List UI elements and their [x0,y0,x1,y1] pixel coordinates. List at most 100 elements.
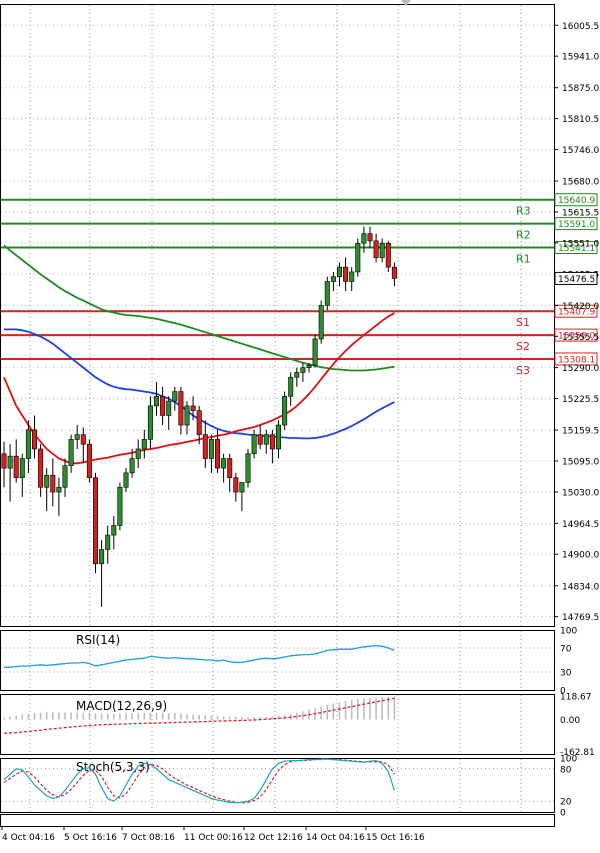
candle-bull [62,465,68,488]
level-price-label: 15308.1 [558,355,595,365]
level-price-label: 15358.0 [558,332,595,342]
candle-bull [251,434,257,455]
macd-title: MACD(12,26,9) [76,699,167,713]
time-tick-label: 14 Oct 04:16 [306,833,365,843]
level-name-s2: S2 [516,340,530,353]
price-tick-label: 15810.5 [562,115,599,125]
candle-bull [300,367,306,373]
candle-bear [160,396,166,416]
last-price-box [554,271,598,285]
candle-bull [172,391,178,402]
price-tick-label: 15225.5 [562,395,599,405]
stoch-tick-label: 20 [560,798,572,808]
shift-marker-icon [401,0,411,6]
rsi-tick-label: 0 [560,687,566,697]
candle-bull [245,453,251,483]
level-price-box [554,352,598,366]
candle-bear [31,429,37,450]
price-tick-label: 15420.0 [562,302,599,312]
candle-bear [227,458,233,478]
macd-tick-label: -162.81 [560,748,595,758]
price-tick-label: 15746.0 [562,146,599,156]
macd-signal-line [3,697,395,734]
candle-bear [93,477,99,565]
candle-bull [74,434,80,440]
candle-bull [7,455,13,469]
candle-bear [391,266,397,279]
rsi-tick-label: 30 [560,669,572,679]
price-tick-label: 15159.5 [562,427,599,437]
candle-bear [178,391,184,426]
candle-bull [123,472,129,488]
level-price-label: 15640.9 [558,196,595,206]
price-tick-label: 15551.0 [562,239,599,249]
level-price-label: 15407.9 [558,308,595,318]
time-tick-label: 15 Oct 16:16 [366,833,425,843]
candle-bear [190,405,196,411]
time-axis-frame [0,814,555,827]
level-name-r1: R1 [516,252,531,265]
level-price-box [554,217,598,231]
candle-bear [233,477,239,493]
price-tick-label: 15615.5 [562,208,599,218]
candle-bull [275,424,281,450]
candle-bull [111,525,117,536]
rsi-title: RSI(14) [76,633,120,647]
rsi-tick-label: 100 [560,627,577,637]
candle-bear [80,434,86,445]
candle-bull [355,242,361,273]
level-name-s3: S3 [516,364,530,377]
candle-bull [239,482,245,493]
level-price-label: 15541.1 [558,244,595,254]
candle-bull [294,372,300,378]
candle-bull [129,458,135,474]
candle-bear [269,434,275,450]
candle-bull [135,448,141,459]
candle-bear [343,266,349,282]
candle-bull [184,405,190,426]
price-tick-label: 16005.5 [562,22,599,32]
time-tick-label: 11 Oct 00:16 [184,833,243,843]
level-name-s1: S1 [516,316,530,329]
candle-bull [361,233,367,244]
candle-bull [99,549,105,565]
panel-frame-rsi [0,630,555,691]
stoch-tick-label: 80 [560,765,572,775]
candle-bull [208,439,214,459]
stoch-tick-label: 0 [560,809,566,819]
candle-bull [336,266,342,278]
stoch-title: Stoch(5,3,3) [76,760,150,774]
stoch-k-line [3,758,395,804]
level-name-r3: R3 [516,205,531,218]
candle-bull [379,242,385,258]
price-tick-label: 14964.5 [562,520,599,530]
candle-bear [86,443,92,478]
price-tick-label: 15875.0 [562,84,599,94]
candle-bull [44,474,50,488]
time-tick-label: 5 Oct 16:16 [64,833,117,843]
candle-bull [263,434,269,445]
price-tick-label: 15355.5 [562,333,599,343]
candle-bear [257,434,263,445]
time-tick-label: 4 Oct 04:16 [2,833,55,843]
candle-bull [117,486,123,526]
level-price-box [554,328,598,342]
candle-bull [349,271,355,282]
candle-bull [312,338,318,366]
candle-bull [324,281,330,306]
candle-bull [25,429,31,459]
candle-bear [202,434,208,459]
macd-tick-label: 118.67 [560,693,592,703]
candle-bull [154,396,160,407]
rsi-line [4,644,395,668]
price-tick-label: 15290.0 [562,364,599,374]
macd-tick-label: 0.00 [560,716,580,726]
candle-bull [221,458,227,469]
price-tick-label: 15680.0 [562,178,599,188]
candle-bull [105,534,111,550]
candle-bear [1,453,7,469]
panel-frame-macd [0,694,555,755]
price-tick-label: 14769.5 [562,613,599,623]
candle-bear [367,233,373,242]
